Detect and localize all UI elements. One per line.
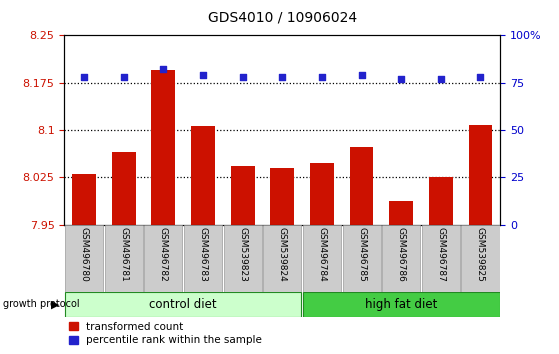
Text: GSM496786: GSM496786 [397,227,406,282]
Bar [65,225,103,292]
Bar [105,225,143,292]
Point [198,72,207,78]
Bar [224,225,262,292]
Text: GSM496781: GSM496781 [119,227,128,282]
Bar [343,225,381,292]
Bar [112,152,136,225]
Text: GSM539825: GSM539825 [476,227,485,282]
Bar [422,225,460,292]
Point [476,74,485,80]
Point [119,74,128,80]
Text: GSM496782: GSM496782 [159,227,168,281]
Bar [382,225,420,292]
Bar [462,225,500,292]
Bar [468,125,492,225]
Legend: transformed count, percentile rank within the sample: transformed count, percentile rank withi… [69,322,262,345]
Text: GSM539823: GSM539823 [238,227,247,282]
Bar [72,174,96,225]
Text: GSM496785: GSM496785 [357,227,366,282]
Bar [231,166,254,225]
Text: GSM496780: GSM496780 [79,227,89,282]
Point [79,74,88,80]
Text: GSM496784: GSM496784 [318,227,326,281]
Bar [271,168,294,225]
Text: control diet: control diet [149,298,217,311]
Point [159,67,168,72]
Bar [303,292,500,317]
Bar [350,147,373,225]
Text: GSM496783: GSM496783 [198,227,207,282]
Text: GSM539824: GSM539824 [278,227,287,281]
Text: ▶: ▶ [51,299,60,309]
Text: GDS4010 / 10906024: GDS4010 / 10906024 [208,11,357,25]
Bar [263,225,301,292]
Bar [144,225,182,292]
Bar [429,177,453,225]
Bar [191,126,215,225]
Point [357,72,366,78]
Point [238,74,247,80]
Bar [151,70,176,225]
Bar [389,201,413,225]
Bar [310,163,334,225]
Point [278,74,287,80]
Text: high fat diet: high fat diet [365,298,437,311]
Bar [65,292,301,317]
Bar [303,225,341,292]
Point [318,74,326,80]
Bar [184,225,222,292]
Text: GSM496787: GSM496787 [437,227,446,282]
Point [397,76,406,82]
Point [437,76,446,82]
Text: growth protocol: growth protocol [3,299,79,309]
